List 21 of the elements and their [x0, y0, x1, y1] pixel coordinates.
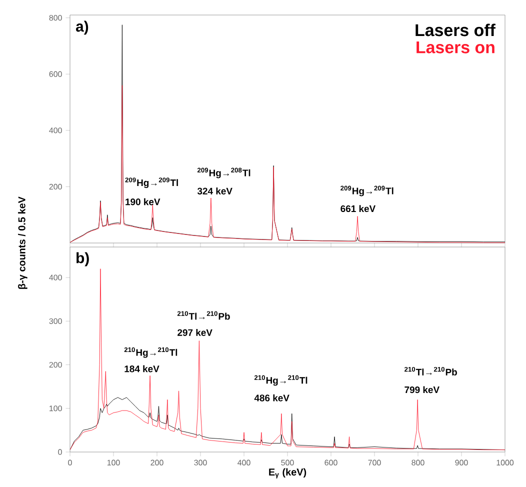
- annotation: 486 keV: [254, 394, 290, 402]
- annotation: $^{210}$Hg→$^{210}$Tl: [254, 375, 308, 386]
- annotation: $^{209}$Hg→$^{208}$Tl: [197, 168, 250, 178]
- annotation: 799 keV: [404, 386, 440, 394]
- y-axis-title: β-γ counts / 0.5 keV: [18, 196, 28, 289]
- annotation: b): [76, 252, 89, 266]
- annotation: 324 keV: [197, 188, 232, 194]
- annotation: a): [76, 20, 88, 35]
- annotation: 297 keV: [178, 329, 212, 336]
- annotation: $^{209}$Hg→$^{209}$Tl: [340, 186, 394, 196]
- annotation: 184 keV: [124, 365, 160, 372]
- annotation: 661 keV: [340, 205, 376, 212]
- annotation: $^{210}$Tl→$^{210}$Pb: [404, 366, 457, 376]
- annotation: $^{209}$Hg→$^{209}$Tl: [125, 178, 178, 188]
- line-series: [70, 268, 506, 450]
- x-axis-title: E$_{γ}$ (keV): [269, 468, 306, 478]
- annotation: $^{210}$Hg→$^{210}$Tl: [124, 347, 178, 358]
- text: Lasers off: [416, 24, 496, 36]
- text: Lasers on: [416, 41, 494, 54]
- annotation: $^{210}$Tl→$^{210}$Pb: [177, 311, 230, 320]
- annotation: 190 keV: [126, 198, 160, 206]
